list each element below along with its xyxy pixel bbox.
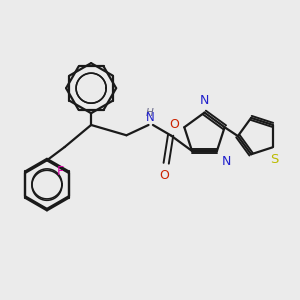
Text: S: S — [270, 153, 278, 166]
Text: N: N — [146, 111, 154, 124]
Text: H: H — [146, 109, 154, 118]
Text: F: F — [57, 165, 64, 178]
Text: O: O — [169, 118, 179, 131]
Text: N: N — [200, 94, 209, 107]
Text: N: N — [221, 155, 231, 168]
Text: O: O — [159, 169, 169, 182]
